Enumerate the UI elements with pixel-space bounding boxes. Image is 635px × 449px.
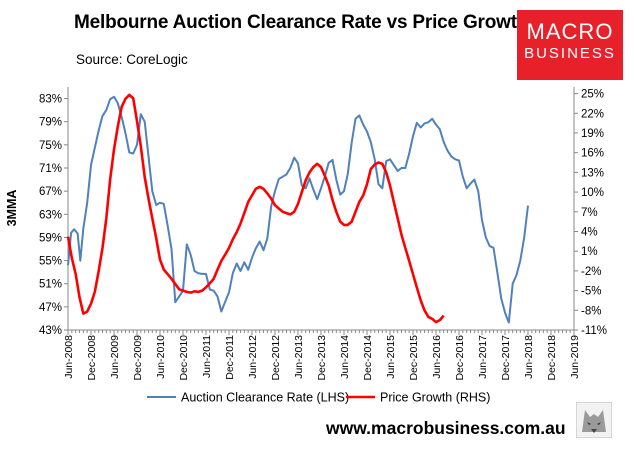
left-tick-label: 75% — [39, 140, 62, 152]
logo-line-2: BUSINESS — [524, 45, 616, 62]
right-tick-label: -11% — [581, 325, 607, 337]
macrobusiness-logo: MACRO BUSINESS — [517, 10, 623, 80]
right-tick-label: 16% — [581, 148, 604, 160]
left-tick-label: 71% — [39, 163, 62, 175]
website-url: www.macrobusiness.com.au — [326, 418, 566, 438]
x-tick-label: Dec-2013 — [316, 335, 328, 381]
source-note: Source: CoreLogic — [76, 52, 188, 67]
clearance-rate-line — [67, 95, 529, 324]
right-tick-label: 10% — [581, 187, 604, 199]
x-tick-label: Jun-2013 — [293, 335, 305, 379]
x-tick-label: Jun-2011 — [201, 335, 213, 378]
x-tick-label: Dec-2009 — [132, 335, 144, 381]
x-tick-label: Jun-2010 — [155, 335, 167, 379]
x-tick-label: Dec-2008 — [86, 335, 98, 381]
x-tick-label: Jun-2019 — [569, 335, 581, 379]
x-tick-label: Jun-2008 — [63, 335, 75, 379]
right-tick-label: 7% — [581, 207, 598, 219]
left-axis-title: 3MMA — [5, 190, 19, 227]
right-tick-label: 25% — [581, 89, 604, 101]
logo-line-1: MACRO — [526, 19, 614, 44]
chart-title: Melbourne Auction Clearance Rate vs Pric… — [74, 12, 529, 33]
wolf-icon — [576, 402, 612, 438]
left-tick-label: 47% — [39, 302, 62, 314]
x-tick-label: Jun-2014 — [339, 335, 351, 379]
right-tick-label: -8% — [581, 305, 601, 317]
left-tick-label: 43% — [39, 325, 62, 337]
right-tick-label: -2% — [581, 266, 601, 278]
x-tick-label: Dec-2018 — [546, 335, 558, 381]
left-tick-label: 83% — [39, 94, 62, 106]
x-tick-label: Jun-2018 — [523, 335, 535, 379]
x-tick-label: Dec-2015 — [408, 335, 420, 381]
right-tick-label: 13% — [581, 167, 604, 179]
right-tick-label: 19% — [581, 128, 604, 140]
price-growth-line — [66, 93, 445, 324]
left-tick-label: 67% — [39, 186, 62, 198]
x-tick-label: Jun-2012 — [247, 335, 259, 379]
x-tick-label: Dec-2010 — [178, 335, 190, 381]
right-tick-label: 22% — [581, 108, 604, 120]
x-tick-label: Dec-2012 — [270, 335, 282, 381]
legend-label-growth: Price Growth (RHS) — [380, 391, 490, 405]
left-tick-label: 63% — [39, 209, 62, 221]
right-tick-label: 4% — [581, 226, 598, 238]
left-tick-label: 79% — [39, 117, 62, 129]
left-tick-label: 59% — [39, 232, 62, 244]
left-tick-label: 51% — [39, 279, 62, 291]
x-tick-label: Jun-2015 — [385, 335, 397, 379]
legend-label-clearance: Auction Clearance Rate (LHS) — [181, 391, 349, 405]
x-tick-label: Dec-2011 — [224, 335, 236, 380]
x-tick-label: Jun-2017 — [477, 335, 489, 379]
left-tick-label: 55% — [39, 256, 62, 268]
right-tick-label: -5% — [581, 286, 601, 298]
x-tick-label: Dec-2014 — [362, 335, 374, 381]
x-tick-label: Jun-2009 — [109, 335, 121, 379]
x-tick-label: Jun-2016 — [431, 335, 443, 379]
x-tick-label: Dec-2017 — [500, 335, 512, 381]
right-tick-label: 1% — [581, 246, 598, 258]
x-tick-label: Dec-2016 — [454, 335, 466, 381]
